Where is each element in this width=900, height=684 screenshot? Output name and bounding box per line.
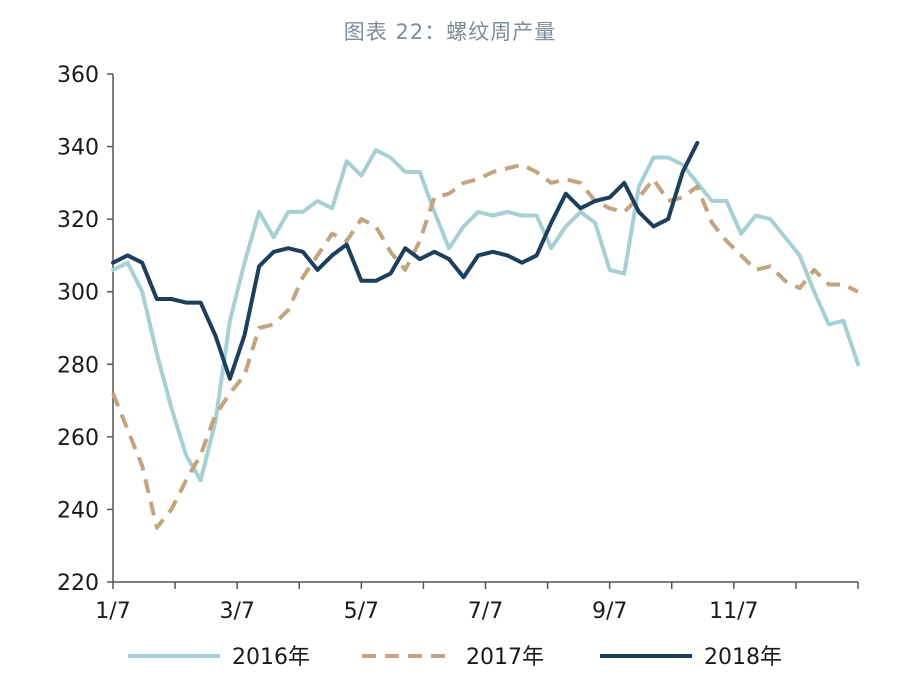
y-tick-label: 260 — [57, 426, 99, 451]
y-tick-label: 300 — [57, 281, 99, 306]
y-tick-label: 340 — [57, 136, 99, 161]
legend-label-3: 2018年 — [704, 645, 782, 670]
x-tick-label: 7/7 — [468, 599, 503, 624]
x-tick-label: 5/7 — [344, 599, 379, 624]
y-tick-label: 320 — [57, 208, 99, 233]
x-tick-label: 11/7 — [709, 599, 758, 624]
series-line-2 — [111, 162, 859, 530]
legend-label-2: 2017年 — [466, 645, 544, 670]
series-line-1 — [111, 148, 860, 483]
y-tick-label: 360 — [57, 63, 99, 88]
chart-legend: 2016年 2017年 2018年 — [128, 645, 782, 670]
x-tick-label: 1/7 — [95, 599, 130, 624]
y-tick-label: 280 — [57, 353, 99, 378]
chart-series — [111, 140, 860, 530]
chart-axes: 220 240 260 280 300 320 340 360 1/7 3/7 5/7 7/7 9/7 1… — [57, 63, 859, 624]
chart-title: 图表 22：螺纹周产量 — [343, 20, 557, 44]
y-tick-label: 240 — [57, 498, 99, 523]
legend-label-1: 2016年 — [232, 645, 310, 670]
x-tick-label: 3/7 — [219, 599, 254, 624]
y-tick-label: 220 — [57, 571, 99, 596]
series-line-3 — [111, 140, 700, 381]
x-tick-label: 9/7 — [592, 599, 627, 624]
